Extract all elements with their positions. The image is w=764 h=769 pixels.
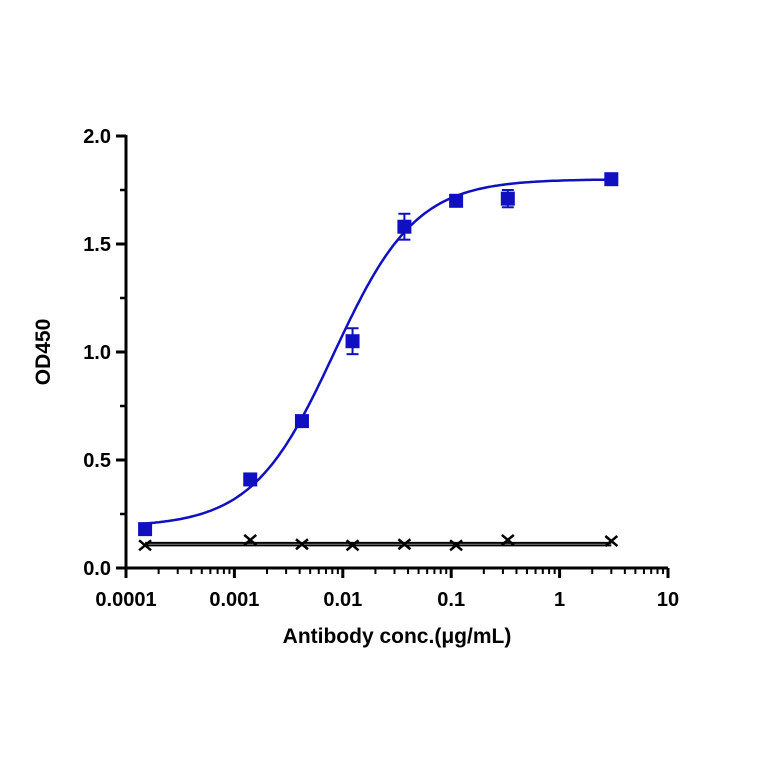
axes: 0.0 0.5 1.0 1.5 2.0 0.0001 0.001 0.01 0.1 1 10	[83, 126, 679, 611]
x-tick-label: 1	[554, 589, 565, 611]
fit-curve	[144, 178, 612, 525]
x-marker-stroke	[295, 538, 309, 551]
data-point	[604, 172, 619, 187]
y-axis-title: OD450	[32, 319, 55, 386]
plot-area	[138, 172, 619, 552]
x-tick-label: 0.001	[209, 589, 259, 611]
data-point	[397, 538, 412, 551]
data-point	[295, 538, 309, 551]
data-point	[243, 472, 258, 487]
x-marker-stroke	[604, 535, 619, 547]
y-tick-label: 0.0	[83, 558, 111, 580]
series-2	[138, 533, 619, 552]
data-point	[345, 334, 360, 349]
x-marker-stroke	[501, 533, 515, 546]
data-point	[449, 193, 464, 208]
x-tick-label: 0.01	[323, 589, 362, 611]
data-point	[500, 191, 515, 206]
data-point	[449, 539, 463, 552]
data-point	[397, 219, 412, 234]
x-marker-stroke	[449, 539, 463, 552]
data-point	[501, 533, 515, 546]
x-marker-stroke	[345, 539, 360, 552]
data-point	[138, 539, 152, 552]
data-point	[345, 539, 360, 552]
y-tick-label: 1.0	[83, 342, 111, 364]
data-point	[604, 535, 619, 547]
y-tick-label: 0.5	[83, 450, 111, 472]
x-marker-stroke	[138, 539, 152, 552]
x-marker-stroke	[397, 538, 412, 551]
x-axis-title: Antibody conc.(μg/mL)	[283, 625, 512, 648]
x-tick-label: 10	[657, 589, 679, 611]
data-point	[243, 533, 258, 546]
y-tick-label: 1.5	[83, 234, 111, 256]
x-tick-label: 0.1	[437, 589, 465, 611]
x-marker-stroke	[243, 533, 258, 546]
x-tick-label: 0.0001	[95, 589, 156, 611]
series-1	[138, 172, 619, 537]
data-point	[138, 522, 153, 537]
y-tick-label: 2.0	[83, 126, 111, 148]
data-point	[294, 414, 309, 429]
